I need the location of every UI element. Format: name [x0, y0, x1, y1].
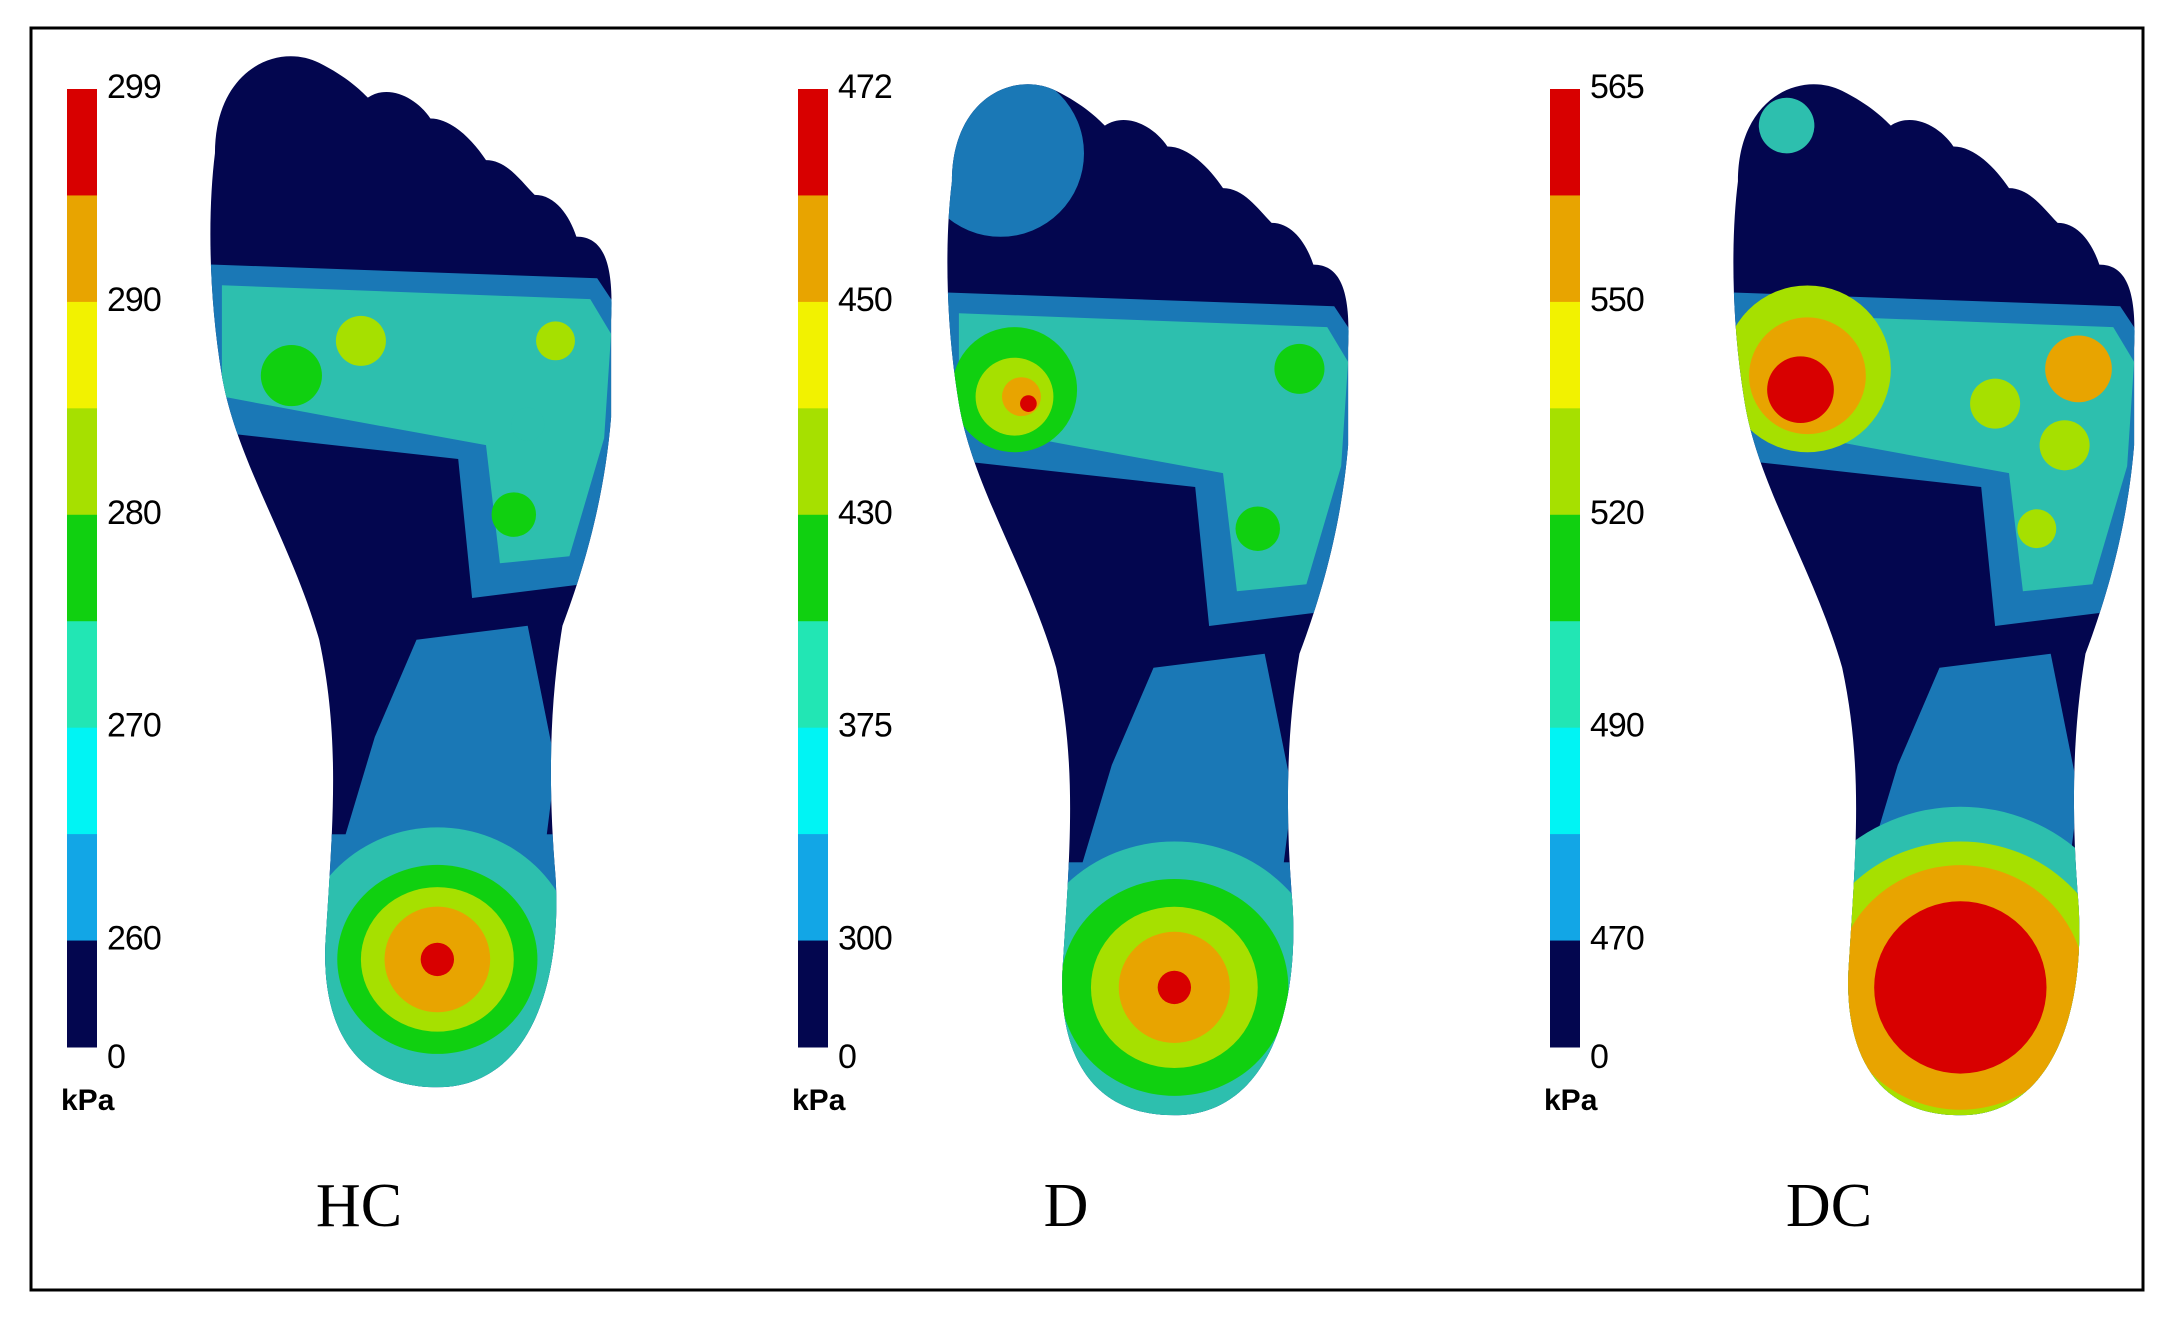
colorbar-band [67, 408, 97, 516]
colorbar-band [798, 89, 828, 196]
colorbar-tick-label: 0 [1590, 1038, 1608, 1076]
hotspot [1235, 506, 1280, 551]
colorbar-band [798, 408, 828, 516]
colorbar-tick-label: 0 [107, 1038, 125, 1076]
unit-label: kPa [792, 1084, 846, 1117]
colorbar-tick-label: 470 [1590, 920, 1644, 958]
colorbar-band [1550, 195, 1580, 303]
hotspot [1274, 343, 1325, 394]
colorbar-tick-label: 290 [107, 281, 161, 319]
panel-label: D [1044, 1172, 1089, 1240]
colorbar-tick-label: 472 [838, 68, 892, 106]
panel-label: DC [1786, 1172, 1872, 1240]
hotspot [2045, 335, 2112, 403]
unit-label: kPa [61, 1084, 115, 1117]
hotspot [1767, 356, 1834, 424]
colorbar-tick-label: 490 [1590, 707, 1644, 745]
colorbar-band [67, 621, 97, 729]
colorbar-tick-label: 300 [838, 920, 892, 958]
colorbar-tick-label: 430 [838, 494, 892, 532]
colorbar-band [1550, 834, 1580, 942]
toe-region [1758, 97, 1815, 154]
colorbar-tick-label: 260 [107, 920, 161, 958]
colorbar-band [798, 301, 828, 409]
colorbar-band [798, 727, 828, 835]
unit-label: kPa [1544, 1084, 1598, 1117]
colorbar-band [67, 195, 97, 303]
colorbar-band [1550, 621, 1580, 729]
colorbar-band [1550, 940, 1580, 1048]
hotspot [335, 315, 386, 366]
hotspot [260, 345, 322, 407]
pressure-map [947, 84, 1349, 1116]
hotspot [2039, 420, 2090, 471]
colorbar-tick-label: 375 [838, 707, 892, 745]
hotspot [511, 407, 545, 441]
colorbar-band [798, 940, 828, 1048]
colorbar-band [67, 514, 97, 622]
colorbar-band [1550, 301, 1580, 409]
colorbar-band [67, 940, 97, 1048]
colorbar-tick-label: 565 [1590, 68, 1644, 106]
hotspot [1020, 395, 1037, 412]
colorbar-tick-label: 270 [107, 707, 161, 745]
colorbar-band [1550, 514, 1580, 622]
hotspot [1001, 377, 1041, 417]
colorbar-band [798, 834, 828, 942]
colorbar-tick-label: 280 [107, 494, 161, 532]
pressure-map-content [947, 84, 1349, 1116]
colorbar-band [67, 301, 97, 409]
colorbar-band [1550, 727, 1580, 835]
heel-contour [1157, 970, 1192, 1005]
panel-label: HC [316, 1172, 402, 1240]
hotspot [1970, 378, 2021, 429]
hotspot [536, 321, 575, 361]
colorbar-band [67, 834, 97, 942]
colorbar-tick-label: 0 [838, 1038, 856, 1076]
colorbar-band [1550, 89, 1580, 196]
hotspot [2017, 509, 2057, 549]
midfoot-region [333, 625, 556, 876]
colorbar-band [798, 195, 828, 303]
colorbar-band [798, 514, 828, 622]
colorbar-band [67, 89, 97, 196]
heel-contour [420, 942, 455, 977]
colorbar-tick-label: 450 [838, 281, 892, 319]
colorbar-tick-label: 299 [107, 68, 161, 106]
colorbar-tick-label: 550 [1590, 281, 1644, 319]
colorbar-tick-label: 520 [1590, 494, 1644, 532]
midfoot-region [1070, 653, 1293, 904]
colorbar-band [1550, 408, 1580, 516]
heel-contour [1874, 901, 2047, 1074]
colorbar-band [798, 621, 828, 729]
colorbar-band [67, 727, 97, 835]
hotspot [491, 492, 537, 537]
